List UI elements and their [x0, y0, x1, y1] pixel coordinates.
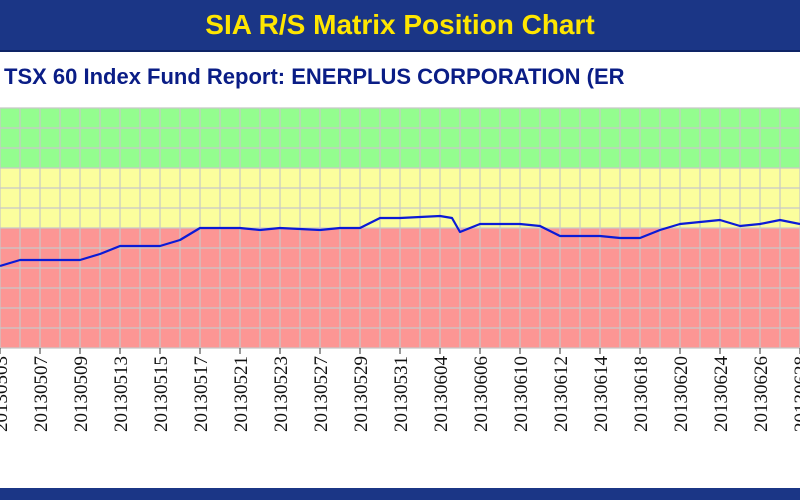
- x-tick-label: 20130515: [151, 356, 172, 432]
- x-tick-label: 20130626: [751, 356, 772, 432]
- x-tick-label: 20130531: [391, 356, 412, 432]
- x-tick-label: 20130529: [351, 356, 372, 432]
- x-tick-label: 20130624: [711, 356, 732, 433]
- x-tick-label: 20130509: [71, 356, 92, 432]
- x-tick-label: 20130507: [31, 356, 52, 432]
- chart-title: SIA R/S Matrix Position Chart: [205, 9, 595, 40]
- x-tick-label: 20130614: [591, 356, 612, 433]
- x-tick-label: 20130521: [231, 356, 252, 432]
- x-tick-label: 20130503: [0, 356, 12, 432]
- series-group: [0, 214, 800, 268]
- chart-subtitle: TSX 60 Index Fund Report: ENERPLUS CORPO…: [4, 64, 625, 89]
- footer-bar: [0, 488, 800, 500]
- x-tick-label: 20130527: [311, 356, 332, 432]
- x-tick-label: 20130513: [111, 356, 132, 432]
- x-tick-label: 20130604: [431, 356, 452, 433]
- x-tick-label: 20130620: [671, 356, 692, 432]
- x-tick-label: 20130610: [511, 356, 532, 432]
- series-line: [0, 214, 800, 268]
- x-tick-label: 20130628: [791, 356, 800, 432]
- position-chart: 20130503 20130507 20130509 20130513 20130515…: [0, 107, 800, 432]
- x-tick-label: 20130612: [551, 356, 572, 432]
- x-tick-label: 20130517: [191, 356, 212, 432]
- chart-subtitle-bar: TSX 60 Index Fund Report: ENERPLUS CORPO…: [0, 52, 800, 104]
- x-tick-label: 20130618: [631, 356, 652, 432]
- x-tick-label: 20130523: [271, 356, 292, 432]
- grid-lines: [0, 107, 800, 349]
- x-axis-ticks: 20130503 20130507 20130509 20130513 20130515…: [0, 348, 800, 432]
- x-tick-label: 20130606: [471, 356, 492, 432]
- chart-title-bar: SIA R/S Matrix Position Chart: [0, 0, 800, 52]
